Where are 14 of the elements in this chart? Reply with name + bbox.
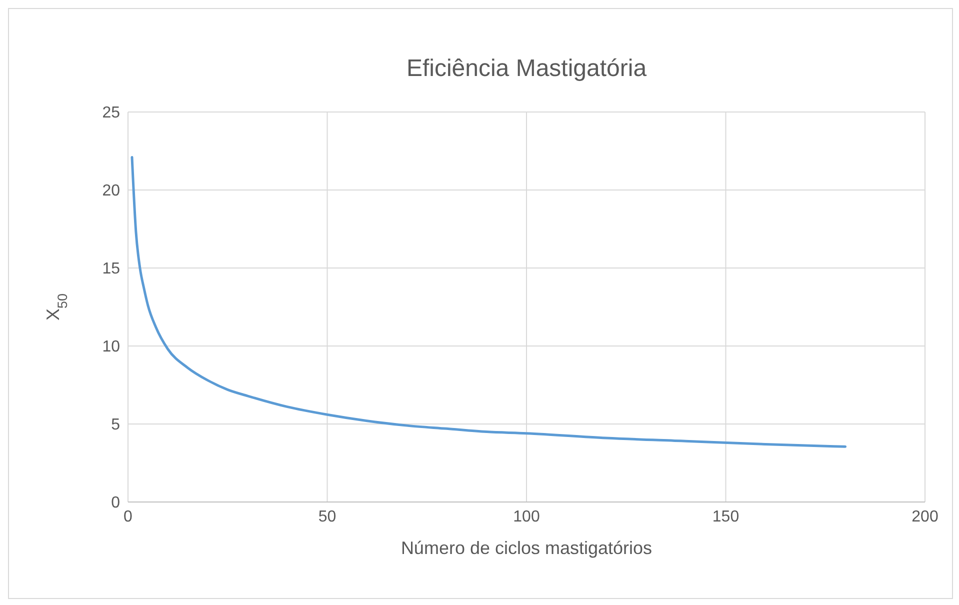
x-tick-label: 0	[124, 508, 133, 526]
y-tick-label: 15	[102, 260, 120, 278]
y-tick-label: 25	[102, 104, 120, 122]
x-axis-title: Número de ciclos mastigatórios	[400, 538, 652, 558]
x-tick-label: 50	[318, 508, 336, 526]
line-series	[130, 156, 847, 448]
x-tick-label: 150	[712, 508, 740, 526]
y-tick-label: 5	[111, 416, 120, 434]
y-tick-label: 0	[111, 494, 120, 512]
chart-title: Eficiência Mastigatória	[405, 55, 648, 83]
x-tick-label: 200	[912, 508, 938, 526]
x-tick-label: 100	[513, 508, 540, 526]
y-tick-label: 10	[102, 338, 120, 356]
y-tick-label: 20	[102, 182, 120, 200]
